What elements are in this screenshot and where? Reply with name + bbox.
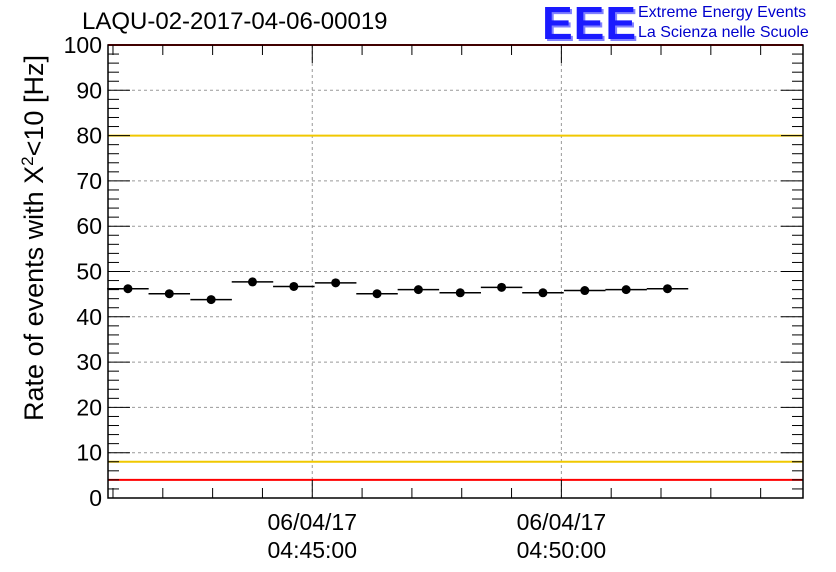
x-tick-label-date: 06/04/17	[267, 509, 357, 535]
x-tick-label-time: 04:50:00	[517, 537, 607, 563]
y-tick-label: 0	[89, 485, 102, 511]
logo-line-2: La Scienza nelle Scuole	[638, 24, 809, 41]
y-tick-label: 70	[76, 168, 102, 194]
eee-logo: EEE Extreme Energy Events La Scienza nel…	[542, 0, 832, 49]
y-tick-label: 80	[76, 123, 102, 149]
data-point	[372, 289, 382, 299]
y-tick-label: 90	[76, 77, 102, 103]
data-point	[455, 288, 465, 298]
x-tick-label-date: 06/04/17	[517, 509, 607, 535]
logo-line-1: Extreme Energy Events	[638, 4, 807, 21]
data-point	[621, 285, 631, 295]
data-point	[247, 277, 257, 287]
data-point	[123, 284, 133, 294]
data-point	[497, 282, 507, 292]
data-point	[164, 289, 174, 299]
x-tick-label-time: 04:45:00	[267, 537, 357, 563]
data-point	[413, 285, 423, 295]
chart-title: LAQU-02-2017-04-06-00019	[82, 8, 388, 35]
data-point	[538, 288, 548, 298]
data-point	[331, 278, 341, 288]
y-tick-label: 50	[76, 259, 102, 285]
y-tick-label: 20	[76, 394, 102, 420]
data-point	[289, 281, 299, 291]
y-tick-label: 40	[76, 304, 102, 330]
data-point	[662, 284, 672, 294]
y-tick-label: 30	[76, 349, 102, 375]
data-point	[580, 286, 590, 296]
data-point	[206, 295, 216, 305]
y-tick-label: 60	[76, 213, 102, 239]
y-tick-label: 10	[76, 440, 102, 466]
eee-logo-mark: EEE	[542, 0, 638, 49]
y-tick-label: 100	[64, 32, 102, 58]
